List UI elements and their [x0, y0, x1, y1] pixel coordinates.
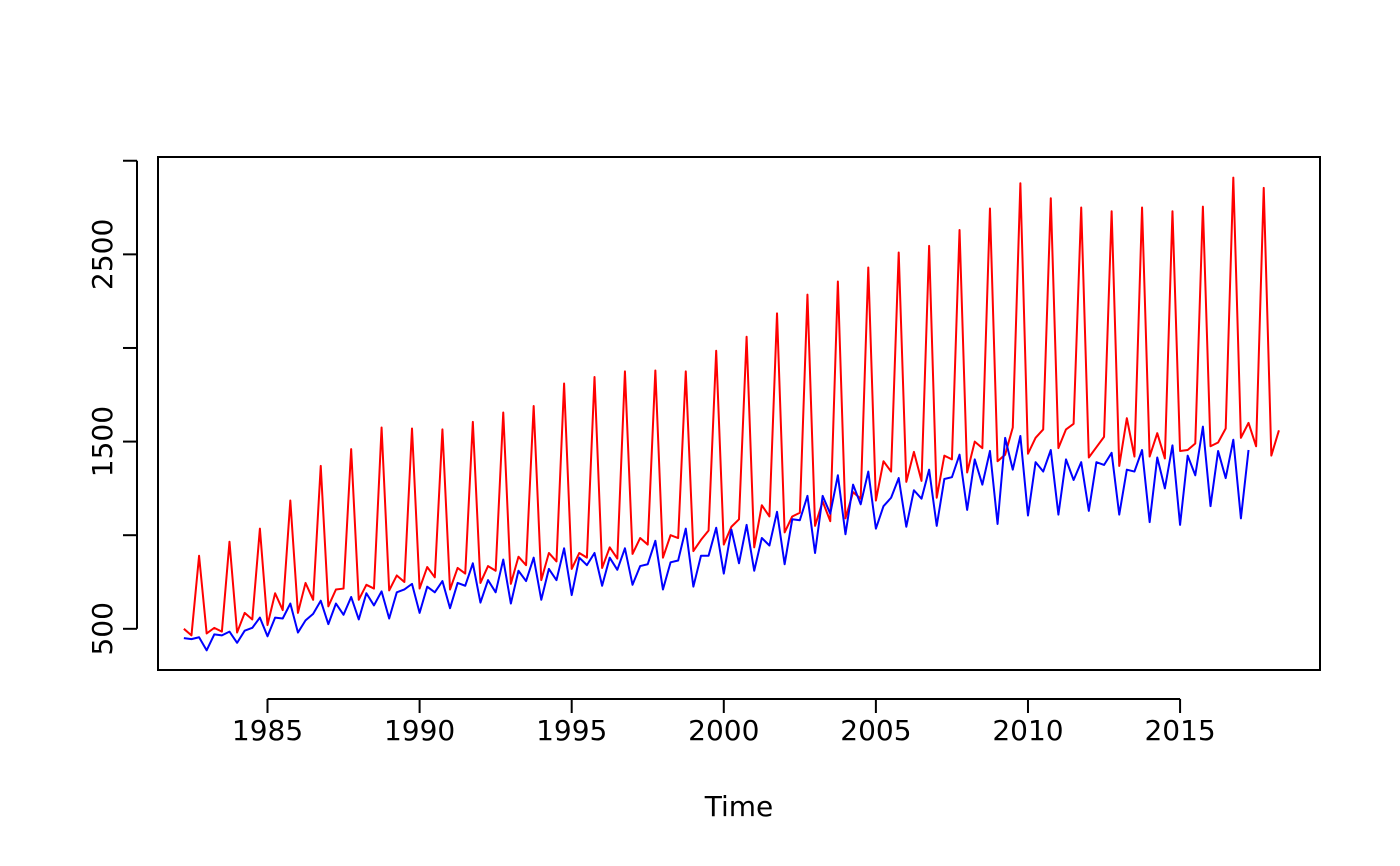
x-tick-label: 1995	[536, 714, 607, 747]
x-axis-label: Time	[704, 790, 774, 823]
y-tick-label: 1500	[86, 406, 119, 477]
x-tick-label: 2005	[840, 714, 911, 747]
x-tick-label: 2000	[688, 714, 759, 747]
x-axis: 1985 1990 1995 2000 2005 2010 2015	[232, 698, 1216, 747]
y-tick-label: 2500	[86, 219, 119, 290]
y-axis: 500 1500 2500	[86, 159, 138, 656]
x-tick-label: 2010	[992, 714, 1063, 747]
plot-frame	[157, 156, 1321, 671]
y-tick-label: 500	[86, 602, 119, 655]
x-tick-label: 1990	[384, 714, 455, 747]
x-tick-label: 1985	[232, 714, 303, 747]
x-tick-label: 2015	[1144, 714, 1215, 747]
series-line-2	[183, 425, 1250, 652]
series-line-1	[183, 176, 1280, 637]
series-layer	[183, 176, 1280, 652]
